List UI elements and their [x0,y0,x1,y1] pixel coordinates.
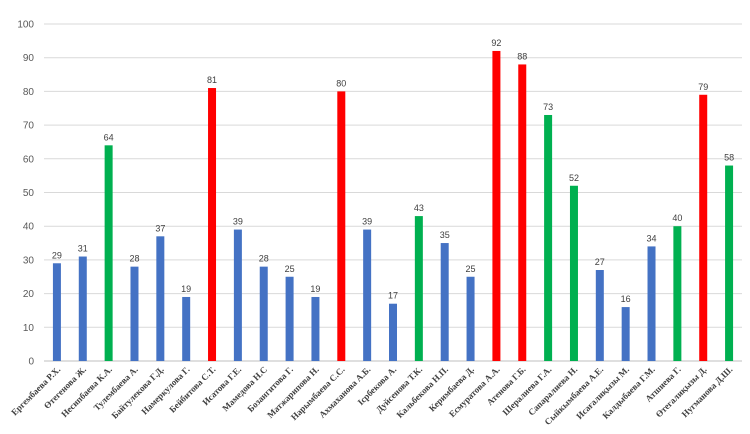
bar [311,296,320,361]
category-label: Бозангитова Г. [245,364,295,414]
data-label: 37 [155,223,165,233]
data-label: 43 [414,203,424,213]
y-tick-label: 100 [17,20,34,31]
y-tick-label: 90 [23,53,35,64]
bar [285,276,294,361]
data-label: 19 [310,284,320,294]
bar [595,270,604,361]
y-tick-label: 30 [23,255,35,266]
data-label: 25 [466,264,476,274]
bar [440,243,449,361]
y-tick-label: 80 [23,87,35,98]
data-label: 29 [52,250,62,260]
bar [621,307,630,361]
data-label: 16 [621,294,631,304]
data-label: 52 [569,173,579,183]
data-label: 25 [285,264,295,274]
bar [104,145,113,361]
data-label: 92 [491,38,501,48]
data-label: 80 [336,78,346,88]
data-label: 28 [129,254,139,264]
bar [259,266,268,361]
bar [725,165,734,361]
data-label: 39 [233,217,243,227]
bar [414,216,423,361]
bar [699,94,708,362]
bar [492,50,501,362]
y-tick-label: 20 [23,289,35,300]
bar [647,246,656,361]
data-label: 34 [647,233,657,243]
data-labels: 29 31 64 28 37 19 81 39 28 25 19 80 39 17 43 35 25 92 88 73… [52,38,734,304]
category-labels: Ергембаева Р.Х.Өтегенова Ж.Несипбаева К.… [9,364,734,427]
data-label: 64 [104,132,114,142]
bar [52,263,61,361]
y-tick-label: 0 [28,357,34,368]
bar [363,229,372,361]
bar [569,185,578,361]
bars [52,50,734,362]
data-label: 17 [388,291,398,301]
data-label: 31 [78,244,88,254]
y-tick-label: 60 [23,154,35,165]
data-label: 73 [543,102,553,112]
data-label: 35 [440,230,450,240]
y-tick-label: 70 [23,121,35,132]
y-tick-label: 40 [23,222,35,233]
bar [208,88,217,361]
data-label: 39 [362,217,372,227]
bar [156,236,165,361]
data-label: 27 [595,257,605,267]
data-label: 58 [724,153,734,163]
y-tick-label: 50 [23,188,35,199]
data-label: 40 [672,213,682,223]
bar [337,91,346,362]
y-tick-label: 10 [23,323,35,334]
category-label: Керимбаева Д. [427,364,476,413]
bar [518,64,527,361]
data-label: 28 [259,254,269,264]
data-label: 19 [181,284,191,294]
y-axis-ticks: 0 10 20 30 40 50 60 70 80 90 100 [17,20,34,368]
bar [389,303,397,361]
bar [544,114,553,362]
bar [466,276,475,361]
data-label: 88 [517,51,527,61]
data-label: 81 [207,75,217,85]
bar [130,266,139,361]
bar [182,296,191,361]
bar [673,226,682,361]
bar [233,229,242,361]
bar [78,256,87,361]
data-label: 79 [698,82,708,92]
